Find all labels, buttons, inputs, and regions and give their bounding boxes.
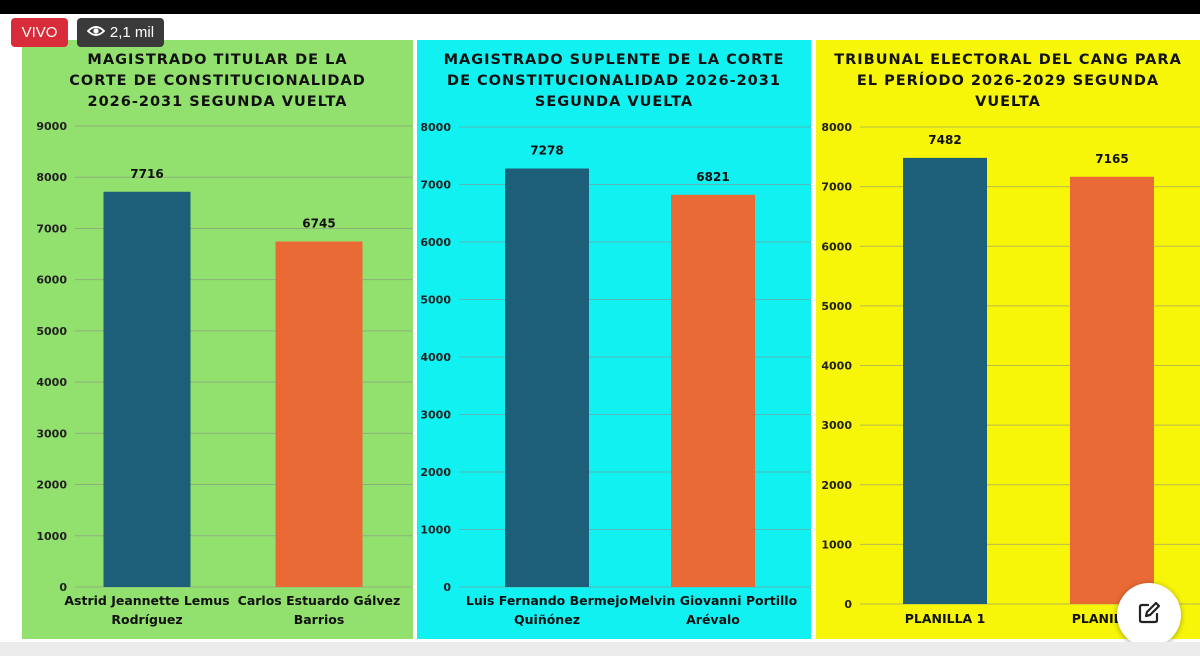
category-label: Luis Fernando Bermejo [466, 593, 629, 608]
data-label: 7716 [130, 167, 163, 181]
chart-title: MAGISTRADO SUPLENTE DE LA CORTE DE CONST… [443, 52, 785, 110]
y-tick-label: 2000 [36, 479, 67, 492]
y-tick-label: 5000 [821, 300, 852, 313]
chart-panel-magistrado-suplente: 0 1000 2000 3000 4000 5000 6000 7000 8000 7278 Lui… [417, 40, 811, 639]
y-tick-label: 2000 [821, 479, 852, 492]
y-tick-label: 5000 [36, 325, 67, 338]
viewer-count: 2,1 mil [109, 24, 155, 41]
category-label: Quiñónez [514, 612, 580, 627]
bar [275, 241, 363, 587]
y-tick-label: 5000 [420, 294, 451, 307]
live-badge: VIVO [11, 18, 68, 47]
category-label: Carlos Estuardo Gálvez [238, 593, 401, 608]
chart-panel-magistrado-titular: 0 1000 2000 3000 4000 5000 6000 7000 8000 9000 771… [22, 40, 413, 639]
y-tick-label: 7000 [821, 181, 852, 194]
bar [505, 168, 589, 587]
y-tick-label: 6000 [420, 236, 451, 249]
y-tick-label: 8000 [36, 171, 67, 184]
category-label: Astrid Jeannette Lemus [64, 593, 229, 608]
data-label: 7482 [928, 133, 961, 147]
bar [903, 157, 987, 604]
bar-chart: 0 1000 2000 3000 4000 5000 6000 7000 8000 9000 771… [22, 40, 413, 639]
category-label: Arévalo [686, 612, 740, 627]
y-tick-label: 7000 [36, 222, 67, 235]
live-label: VIVO [21, 24, 58, 41]
y-tick-label: 8000 [420, 121, 451, 134]
y-tick-label: 4000 [420, 351, 451, 364]
edit-icon [1136, 600, 1162, 630]
data-label: 6821 [696, 170, 729, 184]
category-label: Rodríguez [111, 612, 182, 627]
y-tick-label: 1000 [420, 524, 451, 537]
y-tick-label: 0 [59, 581, 67, 594]
y-tick-label: 8000 [821, 121, 852, 134]
y-tick-label: 1000 [36, 530, 67, 543]
y-tick-label: 6000 [821, 240, 852, 253]
y-tick-label: 0 [443, 581, 451, 594]
category-label: Melvin Giovanni Portillo [629, 593, 798, 608]
y-tick-label: 2000 [420, 466, 451, 479]
chart-panel-tribunal-electoral: 0 1000 2000 3000 4000 5000 6000 7000 8000 7482 PLA… [816, 40, 1200, 639]
chart-title: MAGISTRADO TITULAR DE LA CORTE DE CONSTI… [69, 52, 366, 110]
y-tick-label: 3000 [36, 427, 67, 440]
bar-chart: 0 1000 2000 3000 4000 5000 6000 7000 8000 7278 Lui… [417, 40, 811, 639]
edit-button[interactable] [1117, 583, 1181, 647]
bar-chart: 0 1000 2000 3000 4000 5000 6000 7000 8000 7482 PLA… [816, 40, 1200, 639]
y-tick-label: 9000 [36, 120, 67, 133]
viewer-count-badge: 2,1 mil [77, 18, 164, 47]
y-tick-label: 1000 [821, 538, 852, 551]
y-tick-label: 7000 [420, 179, 451, 192]
bottom-strip [0, 642, 1200, 656]
y-tick-label: 3000 [821, 419, 852, 432]
y-tick-label: 6000 [36, 274, 67, 287]
top-bar [0, 0, 1200, 14]
bar [1070, 176, 1154, 605]
bar [103, 191, 191, 587]
data-label: 6745 [302, 217, 335, 231]
data-label: 7165 [1095, 152, 1128, 166]
y-tick-label: 3000 [420, 409, 451, 422]
category-label: PLANILLA 1 [905, 611, 986, 626]
bar [671, 194, 755, 588]
eye-icon [86, 18, 106, 47]
data-label: 7278 [530, 144, 563, 158]
chart-title: TRIBUNAL ELECTORAL DEL CANG PARA EL PERÍ… [834, 52, 1182, 110]
y-tick-label: 0 [844, 598, 852, 611]
category-label: Barrios [294, 612, 345, 627]
y-tick-label: 4000 [36, 376, 67, 389]
y-tick-label: 4000 [821, 360, 852, 373]
